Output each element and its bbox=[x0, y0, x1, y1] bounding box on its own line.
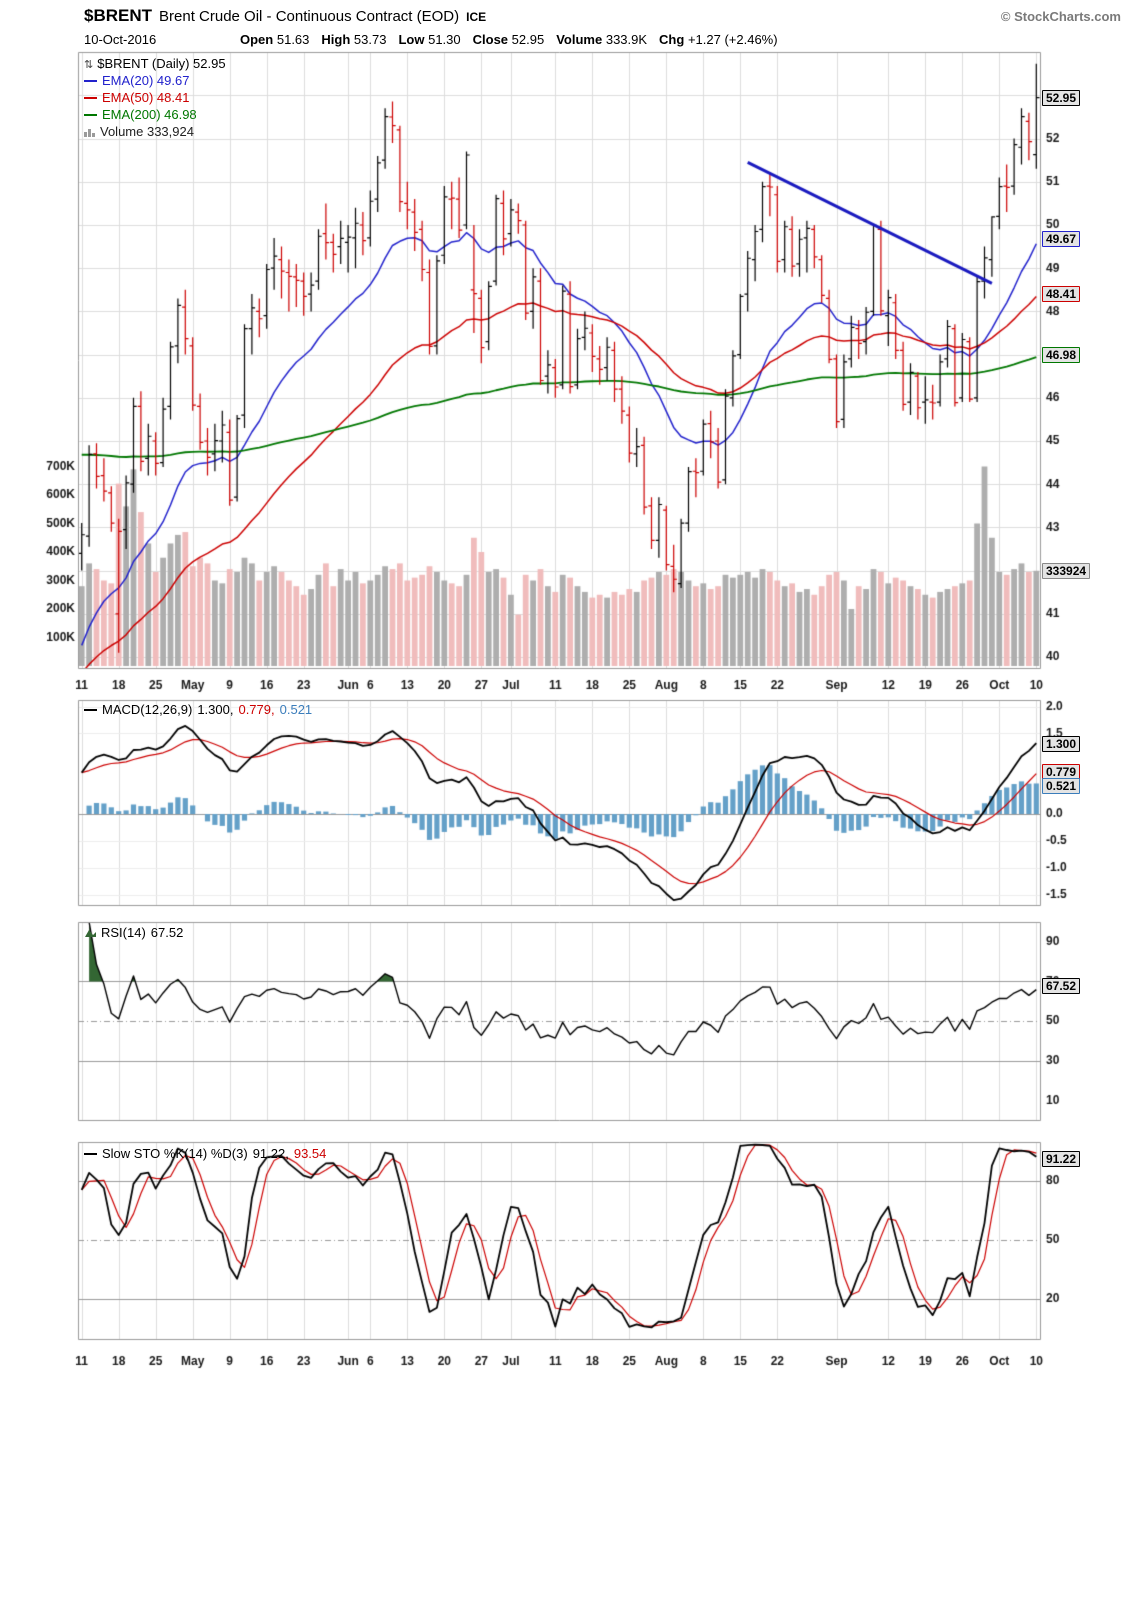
high-value: 53.73 bbox=[353, 32, 387, 47]
macd-signal-value: 0.779, bbox=[238, 702, 275, 717]
volume-value: 333.9K bbox=[605, 32, 648, 47]
ema20-legend: EMA(20) 49.67 bbox=[102, 73, 190, 88]
quote-summary: Open 51.63 High 53.73 Low 51.30 Close 52.95… bbox=[240, 32, 790, 47]
stockcharts-credit[interactable]: © StockCharts.com bbox=[1000, 9, 1121, 24]
sto-legend: Slow STO %K(14) %D(3) 91.22, 93.54 bbox=[84, 1146, 326, 1161]
axis-value-box: 1.300 bbox=[1042, 736, 1081, 752]
main-legend: ⇅ $BRENT (Daily) 52.95 EMA(20) 49.67 EMA(… bbox=[84, 55, 226, 140]
ema200-swatch-icon bbox=[84, 114, 97, 116]
ema50-legend: EMA(50) 48.41 bbox=[102, 90, 190, 105]
volume-bars-icon bbox=[84, 129, 95, 137]
axis-value-box: 67.52 bbox=[1042, 978, 1081, 994]
chart-style-icon: ⇅ bbox=[84, 59, 94, 71]
axis-value-box: 333924 bbox=[1042, 563, 1091, 579]
chg-label: Chg bbox=[659, 32, 685, 47]
axis-value-box: 48.41 bbox=[1042, 286, 1081, 302]
axis-value-box: 49.67 bbox=[1042, 231, 1081, 247]
close-value: 52.95 bbox=[511, 32, 545, 47]
instrument-name: Brent Crude Oil - Continuous Contract (E… bbox=[159, 8, 460, 25]
sto-swatch-icon bbox=[84, 1153, 97, 1155]
axis-value-box: 52.95 bbox=[1042, 90, 1081, 106]
axis-value-box: 0.521 bbox=[1042, 778, 1081, 794]
ticker-symbol: $BRENT bbox=[84, 6, 153, 25]
axis-value-box: 91.22 bbox=[1042, 1151, 1081, 1167]
sto-k-value: 91.22, bbox=[252, 1146, 289, 1161]
low-label: Low bbox=[398, 32, 425, 47]
macd-label: MACD(12,26,9) bbox=[102, 702, 193, 717]
ema200-legend: EMA(200) 46.98 bbox=[102, 107, 197, 122]
volume-label: Volume bbox=[556, 32, 603, 47]
ema50-swatch-icon bbox=[84, 97, 97, 99]
open-label: Open bbox=[240, 32, 274, 47]
quote-date: 10-Oct-2016 bbox=[84, 32, 157, 47]
rsi-legend: RSI(14) 67.52 bbox=[84, 925, 183, 940]
volume-legend: Volume 333,924 bbox=[100, 124, 194, 139]
macd-value: 1.300, bbox=[197, 702, 234, 717]
chart-header: $BRENT Brent Crude Oil - Continuous Contr… bbox=[84, 6, 486, 26]
symbol-legend: $BRENT (Daily) 52.95 bbox=[97, 56, 226, 71]
close-label: Close bbox=[472, 32, 509, 47]
ema20-swatch-icon bbox=[84, 80, 97, 82]
sto-d-value: 93.54 bbox=[293, 1146, 327, 1161]
price-chart-canvas bbox=[0, 0, 1131, 1400]
sto-label: Slow STO %K(14) %D(3) bbox=[102, 1146, 248, 1161]
macd-hist-value: 0.521 bbox=[279, 702, 313, 717]
open-value: 51.63 bbox=[276, 32, 310, 47]
rsi-label: RSI(14) bbox=[101, 925, 146, 940]
exchange-label: ICE bbox=[466, 10, 487, 24]
rsi-icon bbox=[85, 930, 96, 937]
macd-swatch-icon bbox=[84, 709, 97, 711]
axis-value-box: 46.98 bbox=[1042, 347, 1081, 363]
low-value: 51.30 bbox=[428, 32, 461, 47]
macd-legend: MACD(12,26,9) 1.300, 0.779, 0.521 bbox=[84, 702, 312, 717]
rsi-value: 67.52 bbox=[150, 925, 184, 940]
high-label: High bbox=[321, 32, 351, 47]
chg-value: +1.27 (+2.46%) bbox=[687, 32, 778, 47]
